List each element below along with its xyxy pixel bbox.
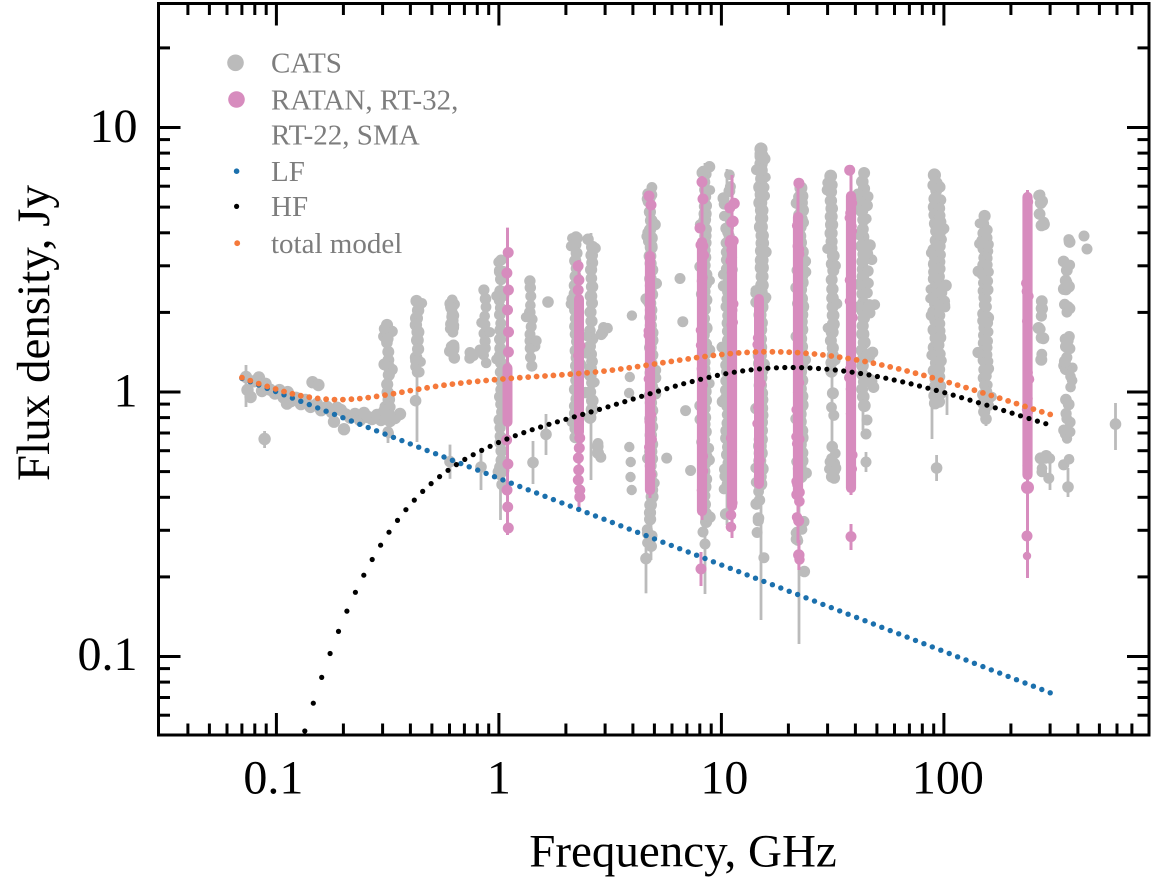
- svg-text:Frequency, GHz: Frequency, GHz: [529, 826, 837, 878]
- svg-text:1: 1: [114, 365, 138, 418]
- svg-text:100: 100: [912, 752, 984, 805]
- svg-text:Flux density, Jy: Flux density, Jy: [8, 185, 60, 481]
- svg-text:CATS: CATS: [271, 48, 342, 80]
- svg-text:10: 10: [90, 100, 138, 153]
- svg-text:LF: LF: [271, 156, 305, 188]
- svg-text:total model: total model: [271, 228, 402, 260]
- svg-text:RATAN, RT-32,: RATAN, RT-32,: [271, 84, 458, 116]
- svg-text:RT-22, SMA: RT-22, SMA: [271, 120, 420, 152]
- svg-text:0.1: 0.1: [243, 752, 303, 805]
- svg-text:10: 10: [700, 752, 748, 805]
- svg-text:0.1: 0.1: [78, 628, 138, 681]
- svg-text:1: 1: [487, 752, 511, 805]
- svg-text:HF: HF: [271, 191, 308, 223]
